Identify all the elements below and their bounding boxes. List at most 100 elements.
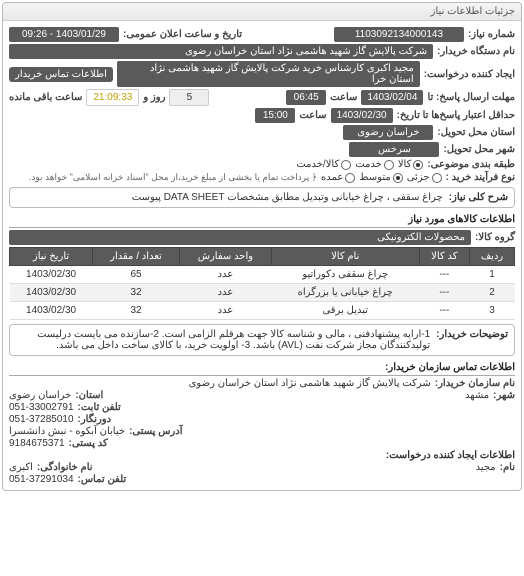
th-row: ردیف: [470, 248, 515, 266]
radio-both[interactable]: کالا/خدمت: [296, 159, 351, 170]
validity-time: 15:00: [255, 108, 295, 123]
family-value: اکبری: [9, 462, 33, 473]
radio-dot-icon: [384, 160, 394, 170]
day-label: روز و: [143, 92, 165, 103]
conditions-label: توضیحات خریدار:: [436, 329, 508, 351]
category-label: طبقه بندی موضوعی:: [427, 159, 515, 170]
contact-city-label: شهر:: [493, 390, 515, 401]
radio-large[interactable]: عمده: [321, 172, 355, 183]
trans-label: نوع فرآیند خرید :: [446, 172, 515, 183]
radio-dot-icon: [413, 160, 423, 170]
buyer-label: نام دستگاه خریدار:: [437, 46, 515, 57]
name-label: نام:: [500, 462, 515, 473]
time-label-2: ساعت: [299, 110, 326, 121]
table-cell: ---: [419, 302, 470, 320]
contact-section-title: اطلاعات تماس سازمان خریدار:: [9, 360, 515, 376]
trans-note: ﴿ پرداخت تمام یا بخشی از مبلغ خرید،از مح…: [29, 172, 317, 183]
buyer-field: شرکت پالایش گاز شهید هاشمی نژاد استان خر…: [9, 44, 433, 59]
table-cell: عدد: [179, 302, 271, 320]
table-cell: 3: [470, 302, 515, 320]
remaining-label: ساعت باقی مانده: [9, 92, 82, 103]
conditions-text: 1-ارایه پیشنهادفنی ، مالی و شناسه کالا ج…: [16, 329, 430, 351]
panel-title: جزئیات اطلاعات نیاز: [3, 3, 521, 21]
need-no-field: 1103092134000143: [334, 27, 464, 42]
creator-title: اطلاعات ایجاد کننده درخواست:: [386, 450, 515, 461]
th-date: تاریخ نیاز: [10, 248, 93, 266]
contact-section: نام سازمان خریدار: شرکت پالایش گاز شهید ه…: [9, 378, 515, 485]
contact-info-button[interactable]: اطلاعات تماس خریدار: [9, 67, 113, 82]
desc-text: چراغ سقفی ، چراغ خیابانی وتبدیل مطابق مش…: [132, 192, 443, 203]
postal: 9184675371: [9, 438, 65, 449]
org-label: نام سازمان خریدار:: [435, 378, 515, 389]
phone2-label: تلفن تماس:: [78, 474, 127, 485]
contact-province-label: استان:: [75, 390, 103, 401]
radio-small[interactable]: جزئی: [407, 172, 442, 183]
phone1: 051-33002791: [9, 402, 74, 413]
table-cell: 1403/02/30: [10, 266, 93, 284]
table-cell: 65: [93, 266, 180, 284]
table-header-row: ردیف کد کالا نام کالا واحد سفارش تعداد /…: [10, 248, 515, 266]
deadline-label: مهلت ارسال پاسخ: تا: [427, 92, 515, 103]
radio-dot-icon: [432, 173, 442, 183]
radio-medium[interactable]: متوسط: [359, 172, 402, 183]
time-remaining: 21:09:33: [86, 89, 139, 106]
province-label: استان محل تحویل:: [437, 127, 515, 138]
org-value: شرکت پالایش گاز شهید هاشمی نژاد استان خر…: [189, 378, 431, 389]
contact-province: خراسان رضوی: [9, 390, 71, 401]
requester-label: ایجاد کننده درخواست:: [424, 69, 515, 80]
days-remaining: 5: [169, 89, 209, 106]
desc-label: شرح کلی نیاز:: [449, 192, 508, 203]
th-code: کد کالا: [419, 248, 470, 266]
name-value: مجید: [476, 462, 496, 473]
announce-field: 1403/01/29 - 09:26: [9, 27, 119, 42]
need-no-label: شماره نیاز:: [468, 29, 515, 40]
validity-label: حداقل اعتبار پاسخ‌ها تا تاریخ:: [397, 110, 515, 121]
deadline-time: 06:45: [286, 90, 326, 105]
conditions-box: توضیحات خریدار: 1-ارایه پیشنهادفنی ، مال…: [9, 324, 515, 356]
description-box: شرح کلی نیاز: چراغ سقفی ، چراغ خیابانی و…: [9, 187, 515, 208]
category-radio-group: کالا خدمت کالا/خدمت: [296, 159, 423, 170]
table-cell: ---: [419, 266, 470, 284]
group-field: محصولات الکترونیکی: [9, 230, 471, 245]
addr: خیابان آبکوه - نبش دانشسرا: [9, 426, 125, 437]
requester-field: مجید اکبری کارشناس خرید شرکت پالایش گاز …: [117, 61, 420, 87]
table-cell: چراغ خیابانی یا بزرگراه: [271, 284, 419, 302]
time-label-1: ساعت: [330, 92, 357, 103]
radio-dot-icon: [341, 160, 351, 170]
table-cell: 1403/02/30: [10, 284, 93, 302]
postal-label: کد پستی:: [69, 438, 108, 449]
validity-date: 1403/02/30: [331, 108, 393, 123]
phone1-label: تلفن ثابت:: [78, 402, 121, 413]
announce-label: تاریخ و ساعت اعلان عمومی:: [123, 29, 242, 40]
radio-khedmat[interactable]: خدمت: [355, 159, 394, 170]
province-field: خراسان رضوی: [343, 125, 433, 140]
radio-dot-icon: [393, 173, 403, 183]
radio-dot-icon: [345, 173, 355, 183]
table-cell: عدد: [179, 266, 271, 284]
main-panel: جزئیات اطلاعات نیاز شماره نیاز: 11030921…: [2, 2, 522, 491]
table-cell: چراغ سقفی دکوراتیو: [271, 266, 419, 284]
table-cell: 2: [470, 284, 515, 302]
city-label: شهر محل تحویل:: [443, 144, 515, 155]
phone2: 051-37291034: [9, 474, 74, 485]
table-cell: 1: [470, 266, 515, 284]
items-section-title: اطلاعات کالاهای مورد نیاز: [9, 212, 515, 228]
fax-label: دورنگار:: [78, 414, 112, 425]
table-cell: عدد: [179, 284, 271, 302]
family-label: نام خانوادگی:: [37, 462, 93, 473]
panel-body: شماره نیاز: 1103092134000143 تاریخ و ساع…: [3, 21, 521, 490]
city-field: سرخس: [349, 142, 439, 157]
table-row: 3---تبدیل برقیعدد321403/02/30: [10, 302, 515, 320]
th-qty: تعداد / مقدار: [93, 248, 180, 266]
items-table: ردیف کد کالا نام کالا واحد سفارش تعداد /…: [9, 247, 515, 320]
table-cell: تبدیل برقی: [271, 302, 419, 320]
radio-kala[interactable]: کالا: [398, 159, 424, 170]
table-cell: 1403/02/30: [10, 302, 93, 320]
contact-city: مشهد: [465, 390, 489, 401]
table-cell: ---: [419, 284, 470, 302]
fax: 051-37285010: [9, 414, 74, 425]
deadline-date: 1403/02/04: [361, 90, 423, 105]
group-label: گروه کالا:: [475, 232, 515, 243]
addr-label: آدرس پستی:: [129, 426, 182, 437]
th-unit: واحد سفارش: [179, 248, 271, 266]
